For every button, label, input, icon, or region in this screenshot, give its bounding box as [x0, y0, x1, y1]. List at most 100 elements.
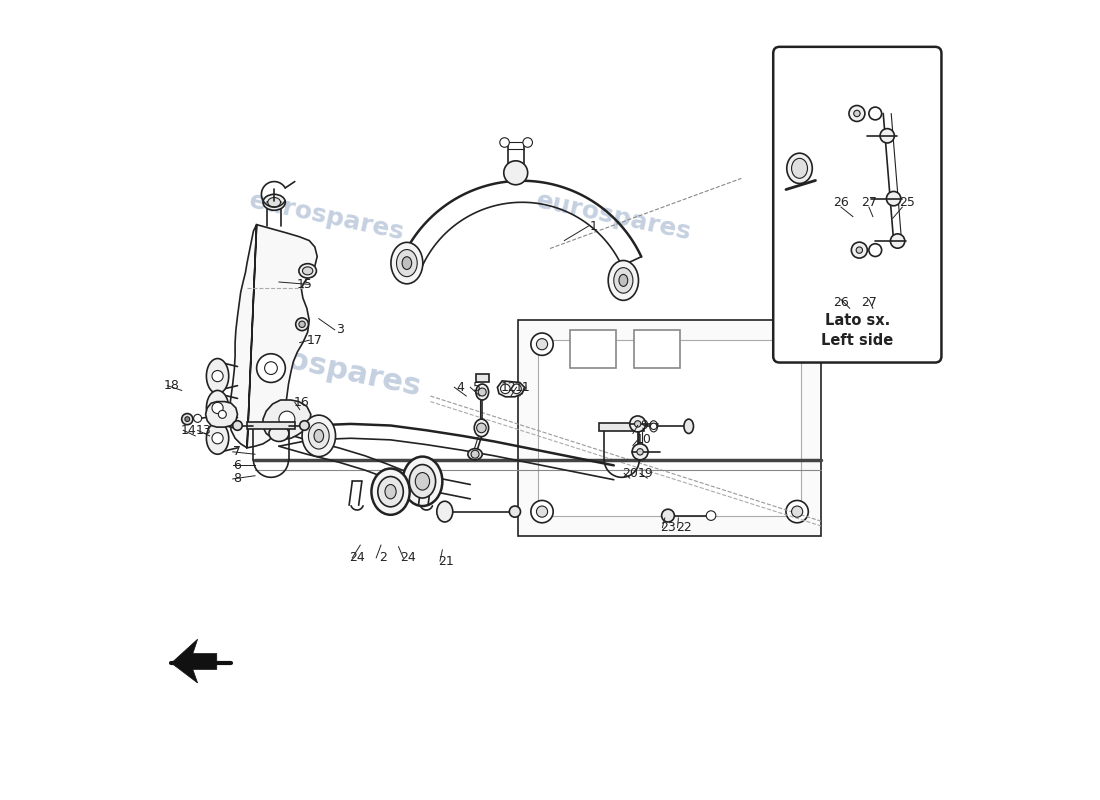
Text: 5: 5	[473, 381, 481, 394]
Text: 16: 16	[294, 396, 309, 409]
Text: Lato sx.: Lato sx.	[825, 313, 890, 328]
Ellipse shape	[270, 426, 289, 442]
Circle shape	[185, 417, 189, 422]
Circle shape	[299, 321, 306, 327]
Circle shape	[637, 449, 644, 455]
Circle shape	[792, 338, 803, 350]
Circle shape	[849, 106, 865, 122]
Text: Left side: Left side	[822, 333, 893, 348]
Ellipse shape	[299, 264, 317, 278]
Ellipse shape	[792, 158, 807, 178]
Circle shape	[661, 510, 674, 522]
Text: 24: 24	[400, 551, 416, 564]
Circle shape	[182, 414, 192, 425]
Polygon shape	[206, 402, 238, 427]
Ellipse shape	[608, 261, 638, 300]
Circle shape	[299, 421, 309, 430]
Text: 14: 14	[182, 424, 197, 437]
Circle shape	[706, 511, 716, 520]
Circle shape	[265, 362, 277, 374]
Text: 17: 17	[307, 334, 322, 346]
Ellipse shape	[403, 257, 411, 270]
Text: 18: 18	[164, 379, 179, 392]
Circle shape	[869, 107, 881, 120]
Circle shape	[537, 338, 548, 350]
Circle shape	[233, 421, 242, 430]
Text: 8: 8	[233, 473, 242, 486]
Text: 27: 27	[861, 296, 877, 310]
Text: 6: 6	[233, 459, 241, 472]
Bar	[248, 422, 295, 430]
Text: 26: 26	[833, 296, 849, 310]
Bar	[600, 423, 645, 431]
Ellipse shape	[396, 250, 417, 277]
Circle shape	[537, 506, 548, 517]
Text: 15: 15	[297, 278, 312, 291]
Circle shape	[500, 384, 510, 394]
Circle shape	[212, 402, 223, 414]
Circle shape	[880, 129, 894, 143]
Ellipse shape	[372, 469, 409, 515]
Ellipse shape	[409, 465, 436, 498]
Ellipse shape	[684, 419, 693, 434]
Text: eurospares: eurospares	[246, 189, 407, 245]
Circle shape	[478, 388, 486, 396]
Ellipse shape	[390, 242, 422, 284]
Circle shape	[194, 414, 201, 422]
FancyBboxPatch shape	[773, 47, 942, 362]
Ellipse shape	[308, 422, 329, 449]
Bar	[476, 374, 488, 382]
Ellipse shape	[207, 358, 229, 394]
Ellipse shape	[468, 449, 482, 460]
Text: 23: 23	[660, 521, 675, 534]
Bar	[538, 340, 801, 515]
Circle shape	[786, 333, 808, 355]
Text: 11: 11	[514, 381, 530, 394]
Circle shape	[476, 423, 486, 433]
Text: 20: 20	[621, 467, 638, 480]
Circle shape	[279, 411, 295, 427]
Ellipse shape	[474, 419, 488, 437]
Ellipse shape	[403, 457, 442, 506]
Text: 7: 7	[233, 446, 242, 458]
Circle shape	[635, 421, 641, 427]
Ellipse shape	[207, 390, 229, 426]
Text: 3: 3	[337, 323, 344, 336]
Ellipse shape	[619, 274, 628, 286]
Circle shape	[212, 370, 223, 382]
Polygon shape	[172, 639, 217, 683]
Ellipse shape	[302, 267, 312, 275]
Ellipse shape	[267, 198, 280, 207]
Ellipse shape	[263, 194, 285, 210]
Ellipse shape	[302, 415, 336, 457]
Circle shape	[632, 444, 648, 460]
Circle shape	[629, 416, 646, 432]
Circle shape	[499, 138, 509, 147]
Circle shape	[512, 384, 521, 394]
Circle shape	[869, 244, 881, 257]
Circle shape	[890, 234, 905, 248]
Text: eurospares: eurospares	[534, 189, 694, 245]
Text: 19: 19	[638, 467, 653, 480]
Circle shape	[650, 423, 657, 430]
Text: 9: 9	[640, 419, 648, 432]
Text: 25: 25	[899, 196, 915, 209]
Circle shape	[887, 191, 901, 206]
Circle shape	[522, 138, 532, 147]
Circle shape	[504, 161, 528, 185]
Polygon shape	[263, 400, 311, 440]
Polygon shape	[497, 381, 525, 397]
Ellipse shape	[509, 506, 520, 517]
Circle shape	[531, 333, 553, 355]
Ellipse shape	[314, 430, 323, 442]
Circle shape	[531, 501, 553, 522]
Ellipse shape	[207, 422, 229, 454]
Circle shape	[212, 433, 223, 444]
Circle shape	[256, 354, 285, 382]
Text: 24: 24	[349, 551, 365, 564]
Text: 27: 27	[861, 196, 877, 209]
Ellipse shape	[476, 384, 488, 400]
Polygon shape	[230, 225, 317, 448]
Ellipse shape	[650, 421, 658, 432]
Ellipse shape	[614, 268, 632, 293]
